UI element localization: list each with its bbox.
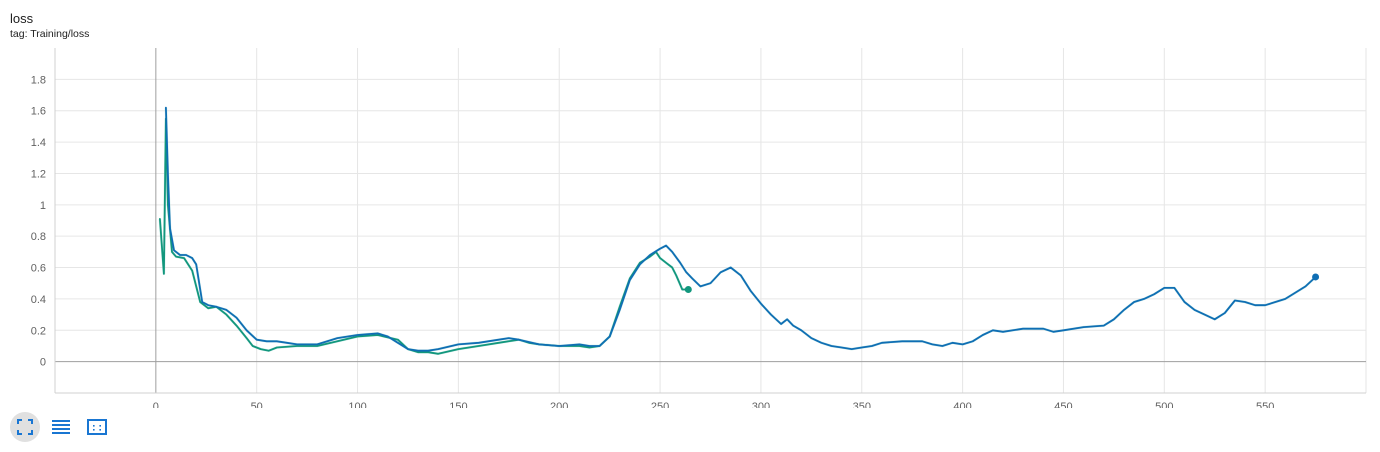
y-tick-label: 1.8	[31, 74, 46, 86]
y-tick-label: 0.8	[31, 231, 46, 243]
y-tick-label: 1.6	[31, 106, 46, 118]
x-tick-label: 250	[651, 401, 669, 408]
series-lines	[158, 106, 1320, 356]
raw-series-line	[164, 107, 1317, 352]
y-tick-label: 0.4	[31, 294, 46, 306]
log-scale-button[interactable]	[46, 412, 76, 442]
x-tick-label: 550	[1256, 401, 1274, 408]
grid-lines	[55, 48, 1367, 393]
x-tick-label: 400	[953, 401, 971, 408]
y-tick-label: 0	[40, 357, 46, 369]
log-scale-icon	[52, 420, 70, 434]
x-tick-label: 300	[752, 401, 770, 408]
x-tick-label: 0	[153, 401, 159, 408]
expand-chart-icon	[87, 419, 107, 435]
x-tick-label: 150	[449, 401, 467, 408]
series-line	[165, 106, 1317, 352]
chart-title: loss	[10, 11, 34, 26]
x-tick-label: 350	[853, 401, 871, 408]
y-tick-label: 1.4	[31, 137, 46, 149]
axes	[54, 48, 1366, 394]
x-tick-label: 450	[1054, 401, 1072, 408]
x-tick-label: 200	[550, 401, 568, 408]
tick-labels: 0 50 100 150 200 250 300 350 400 450 500 550 0 0.2 0.4…	[31, 74, 1275, 408]
x-tick-label: 500	[1155, 401, 1173, 408]
chart-toolbar	[10, 412, 112, 442]
fit-domain-icon	[17, 419, 33, 435]
series-end-point	[684, 286, 692, 293]
y-tick-label: 1.2	[31, 168, 46, 180]
y-tick-label: 0.6	[31, 263, 46, 275]
series-end-point	[1312, 273, 1320, 281]
y-tick-label: 1	[40, 200, 46, 212]
x-tick-label: 100	[348, 401, 366, 408]
chart-tag: tag: Training/loss	[10, 28, 90, 40]
y-tick-label: 0.2	[31, 325, 46, 337]
x-tick-label: 50	[251, 401, 263, 408]
loss-chart[interactable]: 0 50 100 150 200 250 300 350 400 450 500 550 0 0.2 0.4…	[0, 0, 1380, 408]
fit-domain-button[interactable]	[10, 412, 40, 442]
expand-chart-button[interactable]	[82, 412, 112, 442]
